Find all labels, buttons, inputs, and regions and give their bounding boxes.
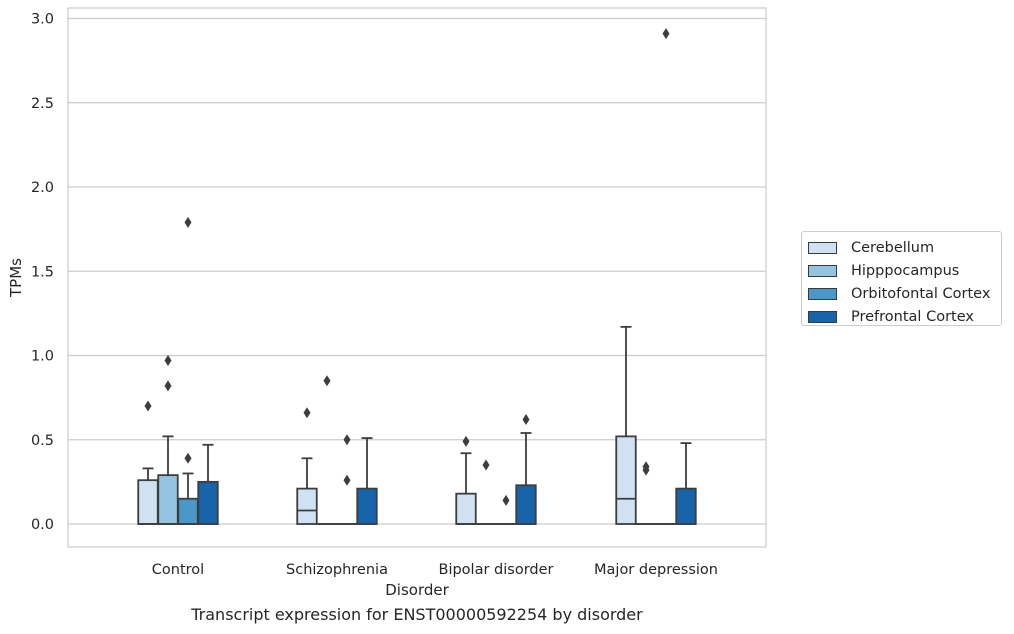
box-orbitofontal-cortex [177, 216, 199, 525]
box-cerebellum [137, 400, 159, 525]
box-body [455, 492, 477, 525]
outlier-point [642, 461, 650, 473]
legend: Cerebellum Hipppocampus Orbitofontal Corte… [801, 231, 1002, 326]
y-tick-label: 2.5 [31, 96, 54, 112]
outlier-point [303, 407, 311, 419]
y-axis-label: TPMs [7, 258, 25, 298]
box-hipppocampus [475, 459, 497, 525]
grid-lines [68, 17, 766, 525]
box-prefrontal-cortex [675, 442, 697, 525]
box-body [157, 474, 179, 525]
box-body [615, 435, 637, 525]
x-tick-label: Control [152, 562, 204, 578]
box-cerebellum [296, 407, 318, 525]
legend-swatch [808, 310, 837, 323]
box-body [515, 484, 537, 525]
box-hipppocampus [635, 461, 657, 525]
box-hipppocampus [316, 375, 338, 525]
outlier-point [164, 355, 172, 367]
chart-caption: Transcript expression for ENST0000059225… [191, 605, 643, 624]
legend-item: Hipppocampus [808, 259, 1001, 282]
plot-area-frame [67, 7, 767, 548]
x-axis-label: Disorder [385, 581, 449, 599]
y-tick-label: 3.0 [31, 12, 54, 28]
legend-item: Prefrontal Cortex [808, 305, 1001, 328]
x-axis-ticks: Control Schizophrenia Bipolar disorder Majo… [152, 562, 718, 578]
box-body [296, 487, 318, 525]
y-tick-label: 1.5 [31, 264, 54, 280]
boxes [137, 28, 697, 525]
outlier-point [462, 435, 470, 447]
legend-item: Cerebellum [808, 236, 1001, 259]
outlier-point [343, 434, 351, 446]
outlier-point [184, 452, 192, 464]
outlier-point [144, 400, 152, 412]
x-tick-label: Bipolar disorder [439, 562, 554, 578]
x-tick-label: Schizophrenia [286, 562, 388, 578]
box-prefrontal-cortex [515, 414, 537, 525]
y-tick-label: 1.0 [31, 349, 54, 365]
outlier-point [323, 375, 331, 387]
box-prefrontal-cortex [356, 437, 378, 525]
box-body [137, 479, 159, 525]
outlier-point [502, 494, 510, 506]
legend-swatch [808, 241, 837, 254]
legend-swatch [808, 264, 837, 277]
legend-label: Prefrontal Cortex [851, 308, 974, 325]
box-body [356, 487, 378, 525]
outlier-point [482, 459, 490, 471]
y-tick-label: 2.0 [31, 180, 54, 196]
legend-item: Orbitofontal Cortex [808, 282, 1001, 305]
outlier-point [522, 414, 530, 426]
x-tick-label: Major depression [594, 562, 718, 578]
outlier-point [343, 474, 351, 486]
outlier-point [164, 380, 172, 392]
box-body [177, 497, 199, 525]
legend-label: Cerebellum [851, 239, 935, 256]
outlier-point [662, 28, 670, 40]
y-tick-label: 0.5 [31, 433, 54, 449]
y-axis-ticks: 0.0 0.5 1.0 1.5 2.0 2.5 3.0 [31, 12, 54, 534]
y-tick-label: 0.0 [31, 517, 54, 533]
outlier-point [184, 216, 192, 228]
box-body [197, 480, 219, 525]
box-orbitofontal-cortex [495, 494, 517, 525]
legend-swatch [808, 287, 837, 300]
box-cerebellum [455, 435, 477, 525]
legend-label: Orbitofontal Cortex [851, 285, 991, 302]
box-body [675, 487, 697, 525]
box-prefrontal-cortex [197, 443, 219, 525]
legend-label: Hipppocampus [851, 262, 960, 279]
box-cerebellum [615, 325, 637, 525]
box-orbitofontal-cortex [336, 434, 358, 525]
